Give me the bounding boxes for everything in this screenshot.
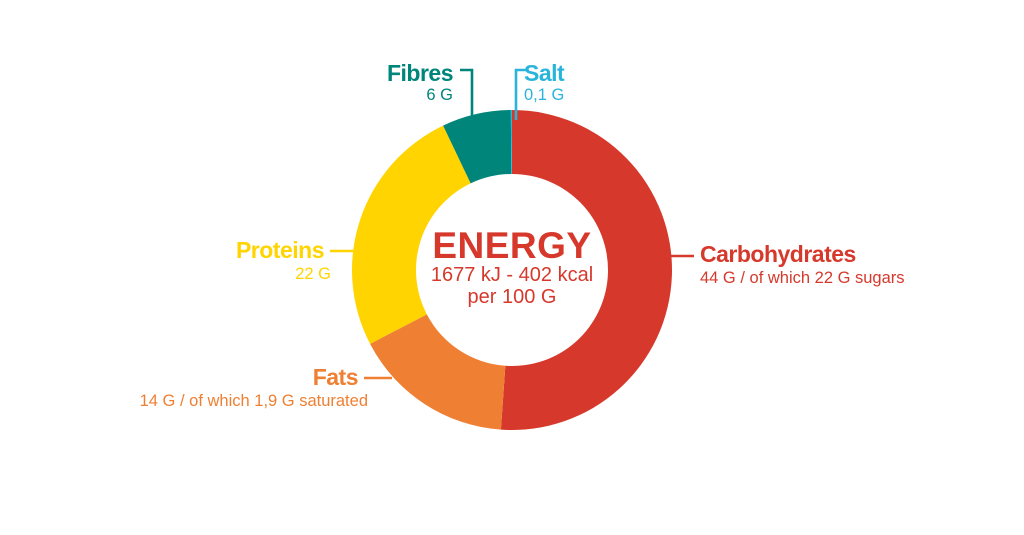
callout-value-salt: 0,1 G <box>524 86 564 104</box>
callout-label-proteins: Proteins <box>236 237 324 263</box>
callout-fibres: Fibres 6 G <box>387 60 454 104</box>
center-energy-title: ENERGY <box>432 225 591 266</box>
donut-segment-carbohydrates[interactable] <box>500 110 672 430</box>
center-energy-line1: 1677 kJ - 402 kcal <box>431 264 593 286</box>
center-text-group: ENERGY 1677 kJ - 402 kcal per 100 G <box>431 225 593 308</box>
callout-value-carbohydrates: 44 G / of which 22 G sugars <box>700 269 905 287</box>
callout-value-proteins: 22 G <box>295 265 331 283</box>
donut-segment-proteins[interactable] <box>352 125 471 344</box>
leader-lines <box>330 68 694 380</box>
callout-label-salt: Salt <box>524 60 565 86</box>
center-energy-line2: per 100 G <box>468 286 557 308</box>
donut-segment-fibres[interactable] <box>443 110 512 184</box>
callout-label-carbohydrates: Carbohydrates <box>700 241 856 267</box>
callout-carbohydrates: Carbohydrates 44 G / of which 22 G sugar… <box>700 241 905 287</box>
donut-segment-fats[interactable] <box>370 314 506 430</box>
leader-line-salt <box>514 68 528 120</box>
callout-label-fats: Fats <box>313 364 358 390</box>
callout-value-fats: 14 G / of which 1,9 G saturated <box>140 392 368 410</box>
callout-salt: Salt 0,1 G <box>524 60 566 104</box>
leader-line-fibres <box>460 68 474 128</box>
donut-segment-salt[interactable] <box>510 110 512 175</box>
donut-segments <box>352 110 672 430</box>
callout-proteins: Proteins 22 G <box>236 237 331 283</box>
callout-fats: Fats 14 G / of which 1,9 G saturated <box>140 364 368 410</box>
callout-value-fibres: 6 G <box>426 86 453 104</box>
callout-label-fibres: Fibres <box>387 60 453 86</box>
